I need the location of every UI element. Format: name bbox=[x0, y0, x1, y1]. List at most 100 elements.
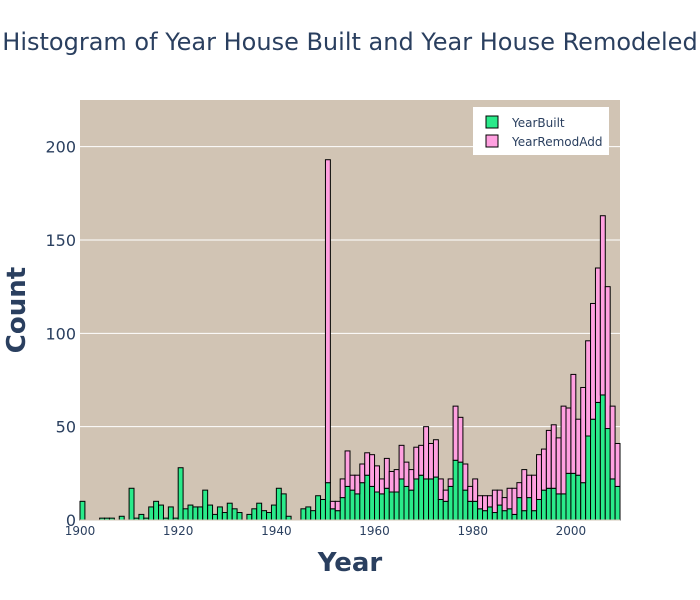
bar-yearbuilt bbox=[349, 489, 356, 521]
bar-yearremodadd bbox=[496, 489, 503, 506]
bar-yearbuilt bbox=[266, 512, 272, 521]
bar-yearremodadd bbox=[334, 500, 341, 512]
bar-yearbuilt bbox=[545, 487, 552, 521]
bar-yearbuilt bbox=[496, 504, 503, 521]
bar-yearremodadd bbox=[428, 442, 434, 480]
bar-yearbuilt bbox=[246, 513, 253, 521]
bar-yearbuilt bbox=[462, 489, 469, 521]
bar-yearremodadd bbox=[359, 463, 366, 484]
x-tick-label: 1960 bbox=[359, 524, 390, 538]
bar-yearbuilt bbox=[511, 513, 518, 521]
bar-yearbuilt bbox=[79, 500, 86, 521]
bar-yearbuilt bbox=[575, 474, 582, 521]
bar-yearbuilt bbox=[501, 510, 508, 521]
y-axis-ticks: 0 50 100 150 200 bbox=[45, 138, 76, 530]
bar-yearremodadd bbox=[452, 405, 459, 461]
bar-yearbuilt bbox=[202, 489, 209, 521]
bar-yearbuilt bbox=[398, 478, 405, 521]
bar-yearremodadd bbox=[413, 446, 420, 480]
bar-yearremodadd bbox=[383, 457, 390, 489]
bar-yearbuilt bbox=[275, 487, 282, 521]
bar-yearremodadd bbox=[418, 444, 425, 476]
bar-yearremodadd bbox=[516, 482, 523, 499]
bar-yearbuilt bbox=[506, 508, 513, 521]
bar-yearbuilt bbox=[177, 467, 184, 521]
bar-yearbuilt bbox=[153, 500, 160, 521]
bar-yearremodadd bbox=[594, 267, 601, 403]
x-tick-label: 1980 bbox=[457, 524, 488, 538]
bar-yearbuilt bbox=[486, 506, 493, 521]
bar-yearbuilt bbox=[418, 474, 425, 521]
bar-yearbuilt bbox=[408, 489, 415, 521]
bar-yearremodadd bbox=[329, 500, 336, 510]
bar-yearbuilt bbox=[540, 489, 547, 521]
legend-label-yearremodadd: YearRemodAdd bbox=[511, 135, 602, 149]
y-axis-title: Count bbox=[2, 267, 32, 353]
bar-yearbuilt bbox=[305, 506, 312, 521]
plot-background bbox=[80, 100, 620, 520]
legend[interactable]: YearBuilt YearRemodAdd bbox=[473, 107, 609, 155]
bar-yearbuilt bbox=[324, 482, 331, 521]
bar-yearremodadd bbox=[585, 340, 592, 437]
bar-yearbuilt bbox=[491, 512, 498, 521]
bar-yearremodadd bbox=[501, 497, 508, 512]
bar-yearbuilt bbox=[261, 510, 268, 521]
bar-yearbuilt bbox=[226, 502, 233, 521]
bar-yearbuilt bbox=[256, 502, 263, 521]
bar-yearremodadd bbox=[545, 429, 552, 489]
legend-label-yearbuilt: YearBuilt bbox=[511, 116, 565, 130]
bar-yearbuilt bbox=[280, 493, 287, 521]
bar-yearremodadd bbox=[393, 469, 400, 493]
bar-yearremodadd bbox=[364, 452, 371, 476]
bar-yearbuilt bbox=[555, 493, 562, 521]
bar-yearremodadd bbox=[442, 489, 449, 502]
y-tick-label: 0 bbox=[66, 511, 76, 530]
bar-yearbuilt bbox=[231, 508, 238, 521]
bar-yearbuilt bbox=[590, 418, 596, 521]
bar-yearremodadd bbox=[536, 454, 542, 500]
bar-yearbuilt bbox=[270, 504, 277, 521]
bar-yearbuilt bbox=[310, 510, 317, 521]
bar-yearbuilt bbox=[334, 510, 341, 521]
bar-yearremodadd bbox=[575, 418, 582, 476]
bar-yearbuilt bbox=[585, 435, 592, 521]
bar-yearbuilt bbox=[378, 493, 385, 521]
legend-swatch-yearbuilt bbox=[485, 115, 499, 129]
bar-yearbuilt bbox=[536, 498, 542, 521]
y-tick-label: 150 bbox=[45, 231, 76, 250]
bar-yearremodadd bbox=[486, 495, 493, 508]
bar-yearbuilt bbox=[580, 482, 587, 521]
bar-yearbuilt bbox=[423, 478, 430, 521]
legend-swatch-yearremodadd bbox=[485, 134, 499, 148]
bar-yearbuilt bbox=[359, 482, 366, 521]
bar-yearremodadd bbox=[560, 405, 567, 495]
bar-yearremodadd bbox=[324, 159, 331, 484]
bar-yearbuilt bbox=[128, 487, 135, 521]
bar-yearbuilt bbox=[197, 506, 204, 521]
legend-item-yearbuilt[interactable]: YearBuilt bbox=[485, 115, 565, 130]
bar-yearremodadd bbox=[609, 405, 616, 480]
x-tick-label: 1900 bbox=[65, 524, 96, 538]
bar-yearbuilt bbox=[393, 491, 400, 521]
bar-yearremodadd bbox=[462, 463, 469, 491]
bar-yearbuilt bbox=[251, 508, 258, 521]
bar-yearremodadd bbox=[344, 450, 351, 487]
bar-yearremodadd bbox=[511, 487, 518, 515]
bar-yearremodadd bbox=[398, 444, 405, 480]
bar-yearbuilt bbox=[374, 491, 380, 521]
bar-yearremodadd bbox=[467, 485, 474, 502]
bar-yearbuilt bbox=[477, 508, 484, 521]
bar-yearbuilt bbox=[315, 495, 322, 521]
bar-yearbuilt bbox=[329, 508, 336, 521]
bar-yearremodadd bbox=[482, 495, 488, 512]
legend-item-yearremodadd[interactable]: YearRemodAdd bbox=[485, 134, 602, 149]
bar-yearremodadd bbox=[550, 424, 557, 489]
series-yearremodadd-bars bbox=[324, 159, 621, 515]
bar-yearbuilt bbox=[236, 512, 243, 521]
bar-yearremodadd bbox=[506, 487, 513, 510]
bar-yearbuilt bbox=[570, 472, 577, 521]
bar-yearbuilt bbox=[452, 459, 459, 521]
bar-yearremodadd bbox=[437, 478, 444, 500]
bar-yearbuilt bbox=[413, 478, 420, 521]
